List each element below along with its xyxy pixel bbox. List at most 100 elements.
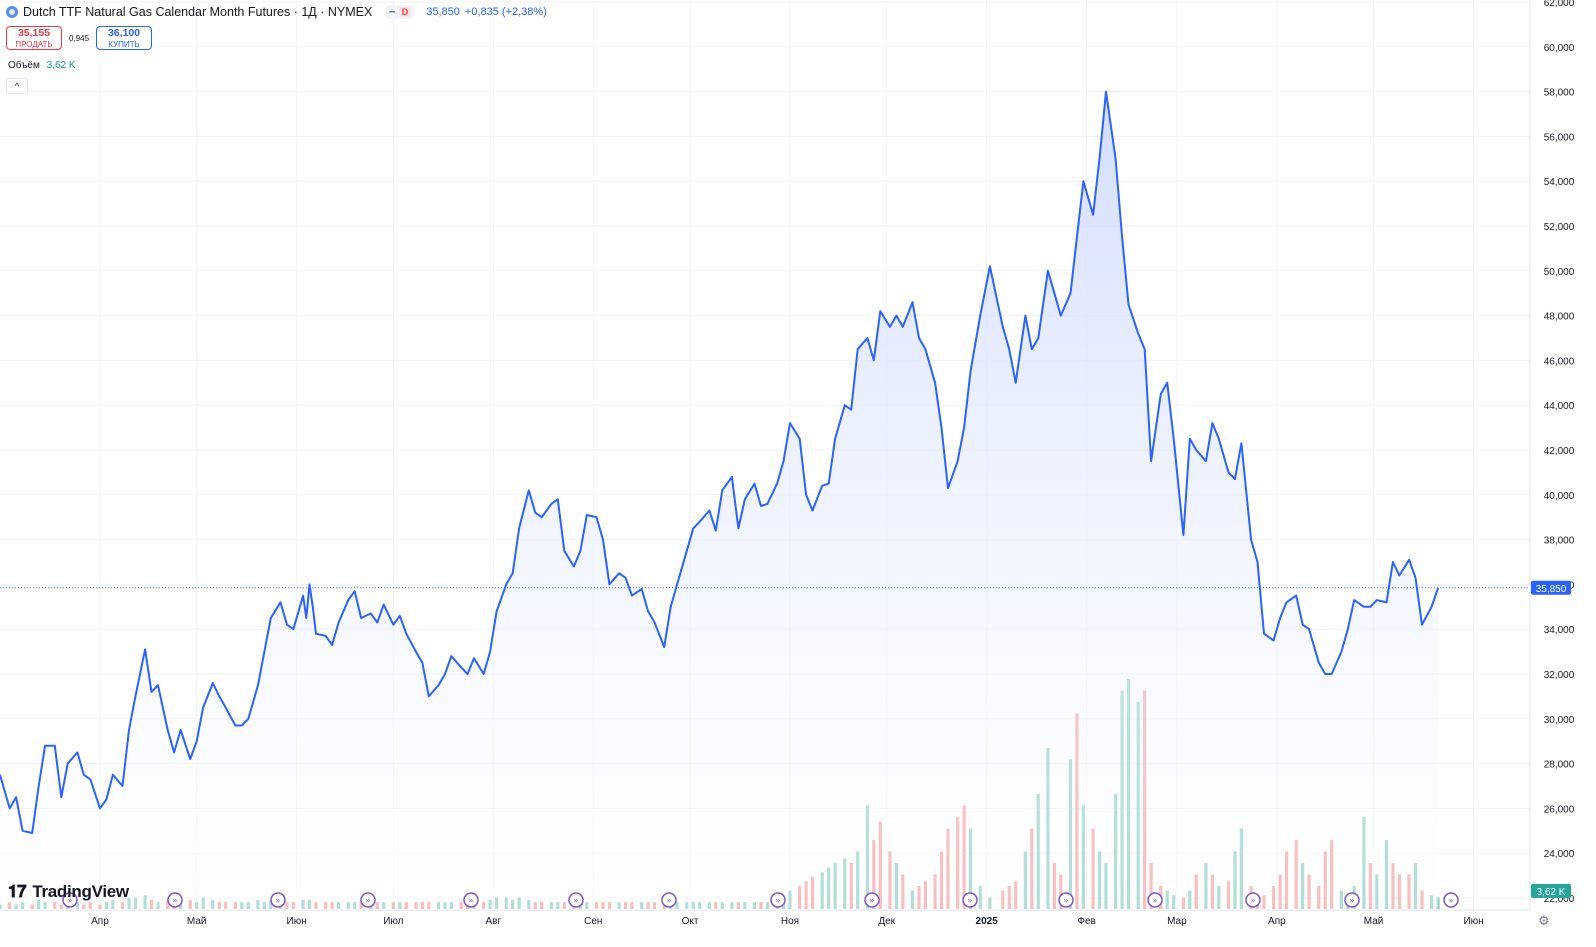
marker-glyph: » [173,896,178,905]
dividend-marker-icon [962,892,978,908]
collapse-legend-button[interactable]: ^ [6,78,28,94]
event-markers: » » » » » » » » » » » » » » » [62,892,1459,908]
buy-price: 36,100 [107,27,141,39]
symbol-icon [6,6,18,18]
y-tick-label: 40,000 [1544,491,1575,502]
y-tick-label: 42,000 [1544,446,1575,457]
x-tick-label: Мар [1167,916,1187,927]
sell-label: ПРОДАТЬ [15,40,53,49]
y-tick-label: 30,000 [1544,715,1575,726]
logo-text: TradingView [32,882,129,901]
dividend-marker-icon [1147,892,1163,908]
interval-badge: D [398,7,412,17]
x-tick-label: Авг [486,916,502,927]
y-tick-label: 60,000 [1544,43,1575,54]
y-tick-label: 56,000 [1544,132,1575,143]
last-price-label: 35,850 [1536,584,1567,595]
legend-price: 35,850 [426,6,460,18]
buy-button[interactable]: 36,100 КУПИТЬ [96,26,153,50]
x-tick-label: Апр [1268,916,1286,927]
y-tick-label: 54,000 [1544,177,1575,188]
y-tick-label: 48,000 [1544,312,1575,323]
y-tick-label: 34,000 [1544,625,1575,636]
marker-glyph: » [1153,896,1158,905]
y-tick-label: 28,000 [1544,760,1575,771]
dividend-marker-icon [568,892,584,908]
x-tick-label: Июл [383,916,403,927]
dividend-marker-icon [661,892,677,908]
spread-value: 0,945 [69,33,90,43]
legend-change: +0,835 (+2,38%) [464,6,547,18]
y-tick-label: 52,000 [1544,222,1575,233]
y-tick-label: 46,000 [1544,356,1575,367]
marker-glyph: » [574,896,579,905]
volume-label: Объём [8,60,40,71]
last-volume-label: 3,62 K [1537,887,1566,898]
y-tick-label: 26,000 [1544,804,1575,815]
x-tick-label: Окт [682,916,699,927]
volume-value: 3,62 K [46,60,76,71]
x-tick-label: Апр [91,916,109,927]
y-tick-label: 62,000 [1544,0,1575,9]
y-tick-label: 50,000 [1544,267,1575,278]
eye-icon: ━ [389,6,395,17]
dividend-marker-icon [167,892,183,908]
x-tick-label: Ноя [781,916,799,927]
time-axis[interactable]: Апр Май Июн Июл Авг Сен Окт Ноя Дек 2025 Фев Мар Апр… [91,916,1484,927]
marker-glyph: » [968,896,973,905]
y-tick-label: 22,000 [1544,894,1575,905]
x-tick-label: Май [1364,916,1384,927]
dividend-marker-icon [1058,892,1074,908]
marker-glyph: » [276,896,281,905]
volume-legend[interactable]: Объём 3,62 K [8,60,76,71]
tv-logo-icon: 𝟏𝟕 [8,882,27,901]
y-tick-label: 58,000 [1544,88,1575,99]
sell-button[interactable]: 35,155 ПРОДАТЬ [6,26,62,50]
x-tick-label: Сен [584,916,602,927]
x-tick-label: Июн [1463,916,1483,927]
y-tick-label: 38,000 [1544,536,1575,547]
chart-legend: Dutch TTF Natural Gas Calendar Month Fut… [6,5,547,19]
marker-glyph: » [366,896,371,905]
dividend-marker-icon [360,892,376,908]
dividend-marker-icon [463,892,479,908]
y-tick-label: 32,000 [1544,670,1575,681]
dividend-marker-icon [270,892,286,908]
marker-glyph: » [776,896,781,905]
last-price-label-bg [1531,580,1571,595]
dividend-marker-icon [1344,892,1360,908]
marker-glyph: » [1350,896,1355,905]
last-volume-label-bg [1531,884,1571,898]
marker-glyph: » [68,896,73,905]
axis-labels: 35,850 3,62 K [1531,580,1571,898]
x-tick-label: Май [187,916,207,927]
tradingview-logo[interactable]: 𝟏𝟕 TradingView [8,882,129,902]
marker-glyph: » [469,896,474,905]
x-tick-label: Фев [1077,916,1095,927]
x-tick-label: Дек [878,916,895,927]
y-tick-label: 44,000 [1544,401,1575,412]
sell-price: 35,155 [17,27,51,39]
visibility-toggle[interactable]: ━ D [386,5,415,19]
gear-icon[interactable]: ⚙ [1538,913,1550,928]
dividend-marker-icon [770,892,786,908]
dividend-marker-icon [1245,892,1261,908]
marker-glyph: » [1064,896,1069,905]
marker-glyph: » [870,896,875,905]
buy-label: КУПИТЬ [108,40,140,49]
x-tick-label: Июн [287,916,307,927]
y-tick-label: 24,000 [1544,849,1575,860]
x-tick-label: 2025 [976,916,999,927]
dividend-marker-icon [864,892,880,908]
marker-glyph: » [1251,896,1256,905]
trade-panel: 35,155 ПРОДАТЬ 0,945 36,100 КУПИТЬ [6,26,153,50]
symbol-title[interactable]: Dutch TTF Natural Gas Calendar Month Fut… [23,5,373,19]
price-axis[interactable]: 22,000 24,000 26,000 28,000 30,000 32,000 34,0… [1544,0,1575,905]
dividend-marker-icon [62,892,78,908]
dividend-marker-icon [1443,892,1459,908]
marker-glyph: » [1449,896,1454,905]
price-area [0,91,1439,911]
marker-glyph: » [667,896,672,905]
price-line [0,90,1440,834]
